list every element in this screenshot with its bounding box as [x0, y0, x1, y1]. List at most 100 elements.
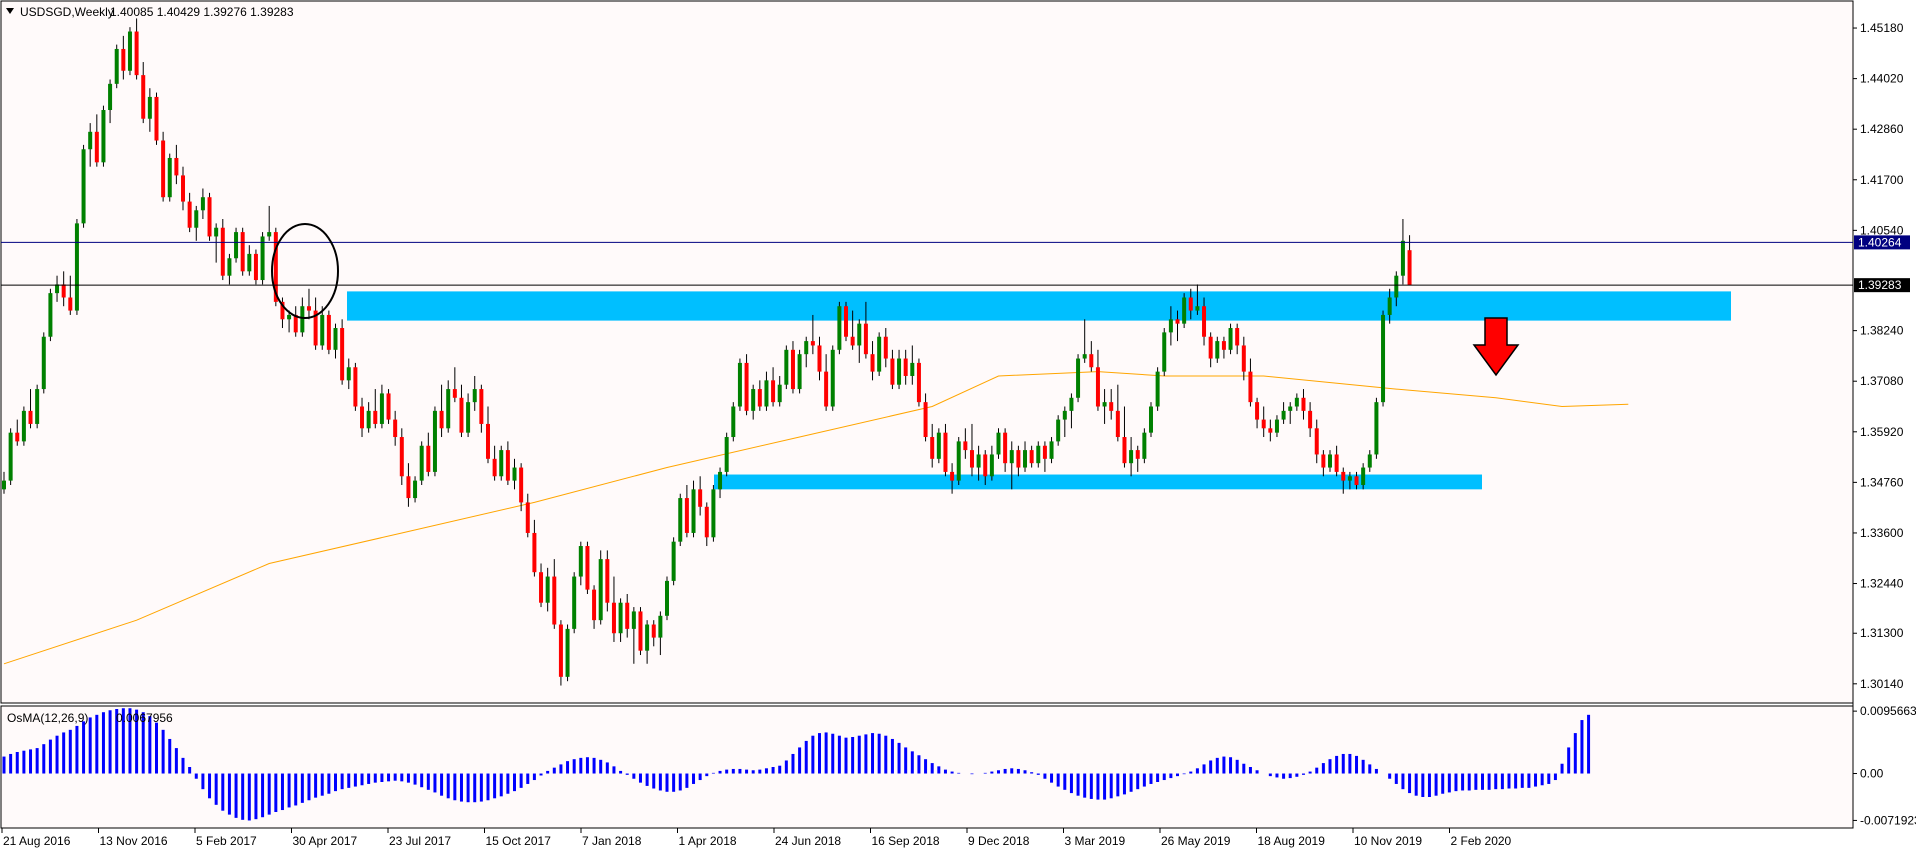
candle-body [1115, 410, 1120, 438]
candle-body [101, 110, 106, 163]
candle-body [678, 498, 683, 542]
candle-body [1003, 432, 1008, 464]
candle-body [413, 480, 418, 499]
price-tick-label: 1.34760 [1860, 475, 1904, 489]
candle-body [903, 358, 908, 376]
candle-body [592, 589, 597, 621]
candle-body [817, 345, 822, 372]
symbol-label: USDSGD,Weekly [20, 5, 114, 19]
candle-body [1042, 445, 1047, 459]
osma-tick-label: 0.0095663 [1860, 704, 1916, 718]
candle-body [1162, 332, 1167, 372]
candle-body [2, 480, 6, 490]
candle-body [1148, 406, 1153, 433]
time-tick-label: 9 Dec 2018 [968, 834, 1030, 848]
candle-body [777, 384, 782, 403]
candle-body [585, 546, 590, 590]
candle-body [844, 306, 849, 337]
candle-body [419, 445, 424, 481]
candle-body [976, 454, 981, 468]
price-tick-label: 1.45180 [1860, 21, 1904, 35]
candle-body [1102, 402, 1107, 407]
candle-body [207, 197, 212, 237]
time-tick-label: 23 Jul 2017 [389, 834, 451, 848]
candle-body [1347, 476, 1352, 481]
candle-body [883, 336, 888, 359]
candle-body [611, 602, 616, 634]
candle-body [797, 354, 802, 390]
candle-body [459, 397, 464, 433]
candle-body [121, 48, 126, 71]
candle-body [479, 389, 484, 424]
candle-body [68, 297, 73, 311]
main-plot-area[interactable] [0, 0, 1854, 704]
candle-body [1381, 314, 1386, 403]
candle-body [658, 615, 663, 638]
candle-body [1394, 275, 1399, 298]
candle-body [446, 389, 451, 429]
candle-body [525, 502, 530, 533]
price-lines: 1.40264 1.39283 [1, 235, 1910, 293]
candle-body [1095, 367, 1100, 407]
candle-body [1255, 402, 1260, 420]
candle-body [618, 602, 623, 634]
candle-body [731, 406, 736, 438]
candle-body [1188, 297, 1193, 311]
candle-body [74, 223, 79, 311]
down-arrow-icon[interactable] [1472, 317, 1520, 377]
dropdown-triangle-icon[interactable] [6, 8, 14, 14]
price-line-label: 1.40264 [1858, 235, 1902, 249]
candle-body [1281, 410, 1286, 420]
candle-body [804, 341, 809, 355]
candle-body [287, 314, 292, 320]
candle-body [1069, 397, 1074, 411]
time-tick-label: 24 Jun 2018 [775, 834, 841, 848]
candle-body [1135, 450, 1140, 459]
candle-body [572, 576, 577, 629]
candle-body [1155, 371, 1160, 407]
candle-body [830, 349, 835, 407]
candle-body [1261, 419, 1266, 429]
candle-body [711, 489, 716, 538]
candle-body [1248, 371, 1253, 403]
candle-body [174, 157, 179, 176]
candle-body [340, 328, 345, 381]
osma-tick-label: -0.0071923 [1860, 813, 1916, 827]
candle-body [671, 541, 676, 581]
candle-body [260, 236, 265, 281]
candle-body [1109, 402, 1114, 411]
candle-body [333, 328, 338, 350]
candlestick-series [2, 18, 1412, 686]
candle-body [578, 546, 583, 577]
candle-body [346, 367, 351, 381]
candle-body [300, 306, 305, 333]
candle-body [499, 450, 504, 477]
candle-body [558, 624, 563, 677]
candle-body [718, 471, 723, 490]
circle-annotation[interactable] [271, 223, 339, 319]
candle-body [1036, 445, 1041, 464]
candle-body [790, 349, 795, 390]
candle-body [565, 628, 570, 677]
candle-body [989, 454, 994, 477]
candle-body [1228, 328, 1233, 350]
candle-body [1341, 471, 1346, 481]
candle-body [863, 323, 868, 355]
candle-body [1215, 341, 1220, 359]
candle-body [1241, 345, 1246, 372]
time-tick-label: 1 Apr 2018 [679, 834, 737, 848]
candle-body [665, 580, 669, 616]
candle-body [1321, 454, 1326, 468]
candle-body [824, 371, 829, 407]
candle-body [890, 358, 895, 385]
time-tick-label: 18 Aug 2019 [1258, 834, 1326, 848]
price-tick-label: 1.35920 [1860, 425, 1904, 439]
candle-body [81, 149, 86, 224]
candle-body [1076, 358, 1081, 398]
candle-body [134, 31, 139, 76]
time-tick-label: 26 May 2019 [1161, 834, 1231, 848]
candle-body [15, 432, 20, 442]
candle-body [227, 258, 232, 276]
candle-body [936, 432, 941, 459]
